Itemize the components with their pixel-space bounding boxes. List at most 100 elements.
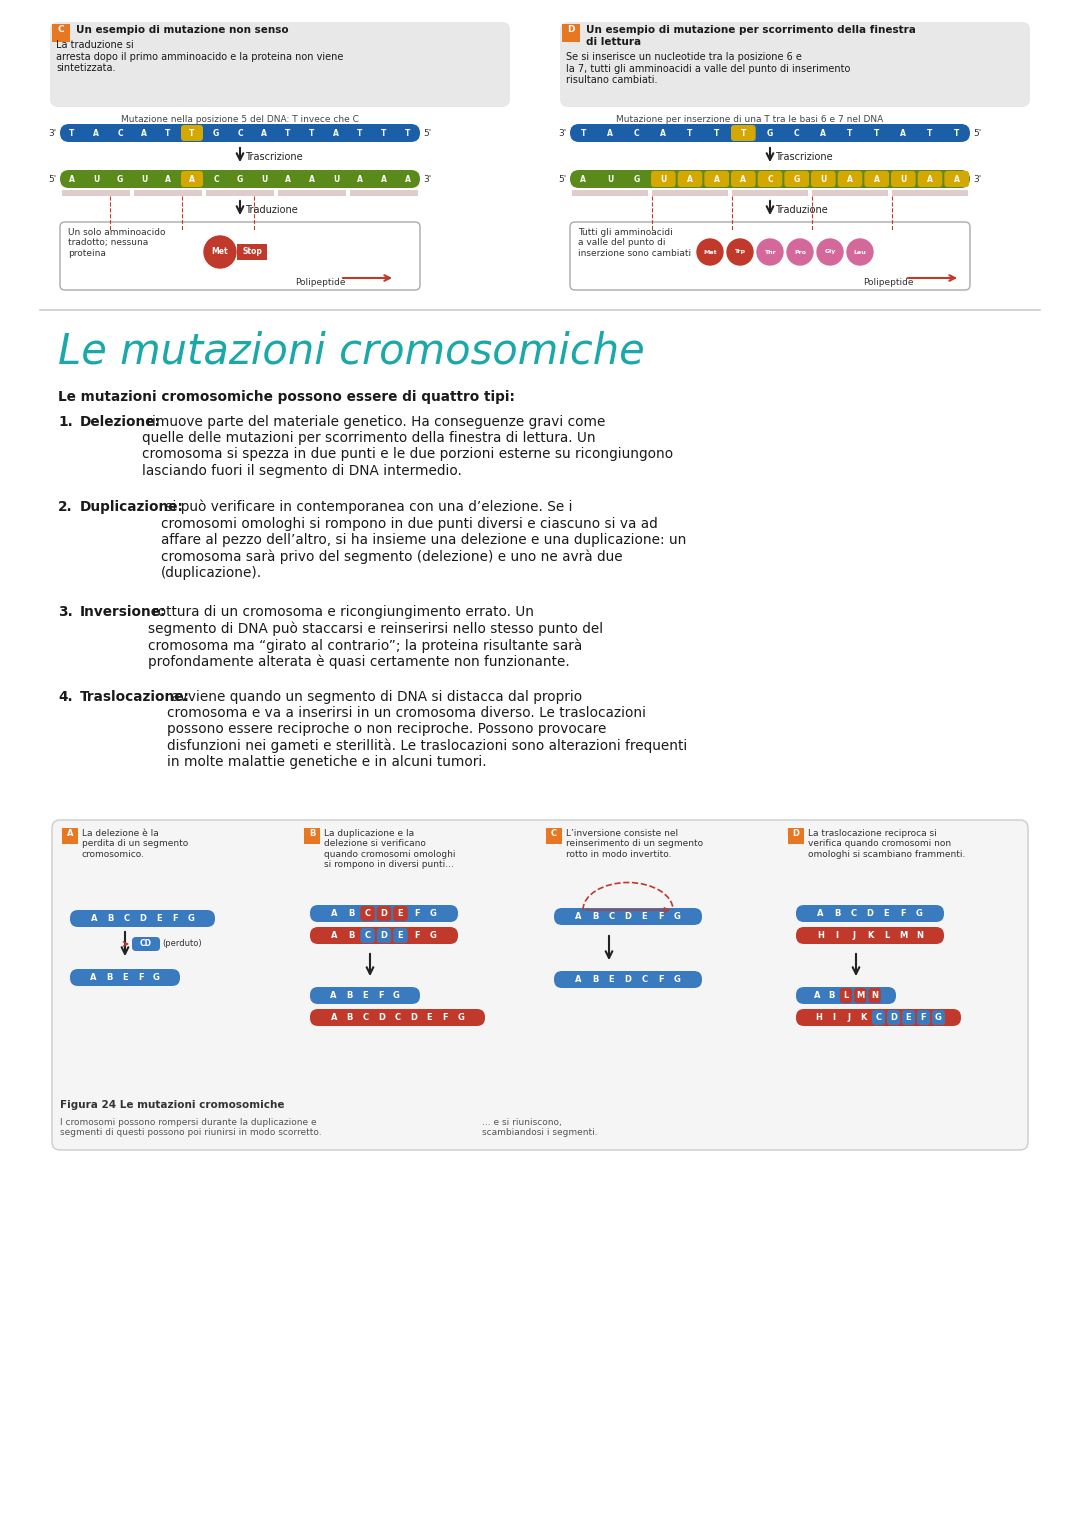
- Text: A: A: [847, 174, 853, 183]
- Text: A: A: [141, 128, 147, 137]
- Circle shape: [727, 240, 753, 266]
- Text: Mutazione per inserzione di una T tra le basi 6 e 7 nel DNA: Mutazione per inserzione di una T tra le…: [617, 115, 883, 124]
- Text: E: E: [397, 931, 403, 941]
- Text: si può verificare in contemporanea con una d’elezione. Se i
cromosomi omologhi s: si può verificare in contemporanea con u…: [161, 499, 686, 580]
- Text: N: N: [872, 991, 878, 1000]
- Text: T: T: [189, 128, 194, 137]
- Text: J: J: [852, 931, 855, 941]
- Text: Le mutazioni cromosomiche possono essere di quattro tipi:: Le mutazioni cromosomiche possono essere…: [58, 389, 515, 405]
- FancyBboxPatch shape: [310, 927, 458, 944]
- Text: Pro: Pro: [794, 249, 806, 255]
- Text: La traslocazione reciproca si
verifica quando cromosomi non
omologhi si scambian: La traslocazione reciproca si verifica q…: [808, 829, 966, 858]
- Text: A: A: [333, 128, 339, 137]
- FancyBboxPatch shape: [377, 906, 391, 921]
- Text: F: F: [414, 931, 420, 941]
- Text: A: A: [607, 128, 613, 137]
- Text: A: A: [91, 915, 97, 922]
- Text: Se si inserisce un nucleotide tra la posizione 6 e
la 7, tutti gli amminoacidi a: Se si inserisce un nucleotide tra la pos…: [566, 52, 850, 86]
- Text: A: A: [660, 128, 666, 137]
- Text: T: T: [405, 128, 410, 137]
- Text: K: K: [861, 1012, 866, 1022]
- FancyBboxPatch shape: [570, 124, 970, 142]
- Text: I: I: [836, 931, 838, 941]
- Text: 3': 3': [49, 128, 57, 137]
- Text: C: C: [551, 829, 557, 838]
- Text: U: U: [261, 174, 267, 183]
- Text: A: A: [189, 174, 194, 183]
- Text: T: T: [687, 128, 692, 137]
- Text: G: G: [393, 991, 400, 1000]
- Text: B: B: [828, 991, 835, 1000]
- FancyBboxPatch shape: [561, 21, 1030, 107]
- Text: Leu: Leu: [853, 249, 866, 255]
- Text: G: G: [153, 973, 160, 982]
- Text: (perduto): (perduto): [162, 939, 202, 948]
- FancyBboxPatch shape: [872, 1009, 885, 1025]
- Text: E: E: [156, 915, 161, 922]
- Text: F: F: [378, 991, 383, 1000]
- Text: T: T: [848, 128, 853, 137]
- Text: C: C: [238, 128, 243, 137]
- Text: Un esempio di mutazione non senso: Un esempio di mutazione non senso: [76, 24, 293, 35]
- Text: A: A: [954, 174, 960, 183]
- Text: T: T: [714, 128, 719, 137]
- Text: rimuove parte del materiale genetico. Ha conseguenze gravi come
quelle delle mut: rimuove parte del materiale genetico. Ha…: [141, 415, 673, 478]
- Text: T: T: [69, 128, 75, 137]
- Text: G: G: [794, 174, 800, 183]
- Text: rottura di un cromosoma e ricongiungimento errato. Un
segmento di DNA può stacca: rottura di un cromosoma e ricongiungimen…: [148, 605, 604, 669]
- Text: G: G: [674, 976, 680, 983]
- Bar: [278, 189, 346, 195]
- Text: E: E: [397, 909, 403, 918]
- FancyBboxPatch shape: [132, 938, 160, 951]
- Circle shape: [204, 237, 237, 269]
- Text: D: D: [866, 909, 874, 918]
- FancyBboxPatch shape: [677, 171, 702, 186]
- Text: L: L: [843, 991, 849, 1000]
- Circle shape: [847, 240, 873, 266]
- FancyBboxPatch shape: [50, 21, 510, 107]
- FancyBboxPatch shape: [554, 909, 702, 925]
- Bar: [546, 828, 562, 844]
- Text: Trp: Trp: [734, 249, 745, 255]
- FancyBboxPatch shape: [570, 169, 970, 188]
- Bar: [237, 244, 267, 260]
- FancyBboxPatch shape: [887, 1009, 900, 1025]
- FancyBboxPatch shape: [796, 1009, 961, 1026]
- Text: A: A: [927, 174, 933, 183]
- Bar: [652, 189, 728, 195]
- FancyBboxPatch shape: [570, 221, 970, 290]
- Text: U: U: [901, 174, 906, 183]
- Text: A: A: [91, 973, 97, 982]
- FancyBboxPatch shape: [731, 125, 756, 140]
- Text: C: C: [118, 128, 123, 137]
- Text: Duplicazione:: Duplicazione:: [80, 499, 184, 515]
- Text: La delezione è la
perdita di un segmento
cromosomico.: La delezione è la perdita di un segmento…: [82, 829, 188, 858]
- Text: T: T: [285, 128, 291, 137]
- Text: G: G: [935, 1012, 942, 1022]
- Text: U: U: [140, 174, 147, 183]
- Text: E: E: [642, 912, 647, 921]
- Text: K: K: [867, 931, 874, 941]
- Text: D: D: [139, 915, 146, 922]
- Text: Traduzione: Traduzione: [775, 205, 827, 215]
- FancyBboxPatch shape: [840, 988, 852, 1003]
- FancyBboxPatch shape: [361, 928, 375, 944]
- Text: U: U: [607, 174, 613, 183]
- Text: Trascrizione: Trascrizione: [775, 153, 833, 162]
- FancyBboxPatch shape: [651, 171, 676, 186]
- Text: A: A: [576, 912, 582, 921]
- Text: F: F: [900, 909, 906, 918]
- FancyBboxPatch shape: [917, 1009, 930, 1025]
- FancyBboxPatch shape: [784, 171, 809, 186]
- Text: C: C: [213, 174, 219, 183]
- Text: A: A: [330, 991, 337, 1000]
- Text: C: C: [634, 128, 639, 137]
- Text: G: G: [634, 174, 639, 183]
- Text: T: T: [309, 128, 314, 137]
- Text: U: U: [93, 174, 99, 183]
- FancyBboxPatch shape: [60, 221, 420, 290]
- FancyBboxPatch shape: [854, 988, 866, 1003]
- Text: H: H: [815, 1012, 822, 1022]
- Text: A: A: [901, 128, 906, 137]
- Text: G: G: [430, 931, 436, 941]
